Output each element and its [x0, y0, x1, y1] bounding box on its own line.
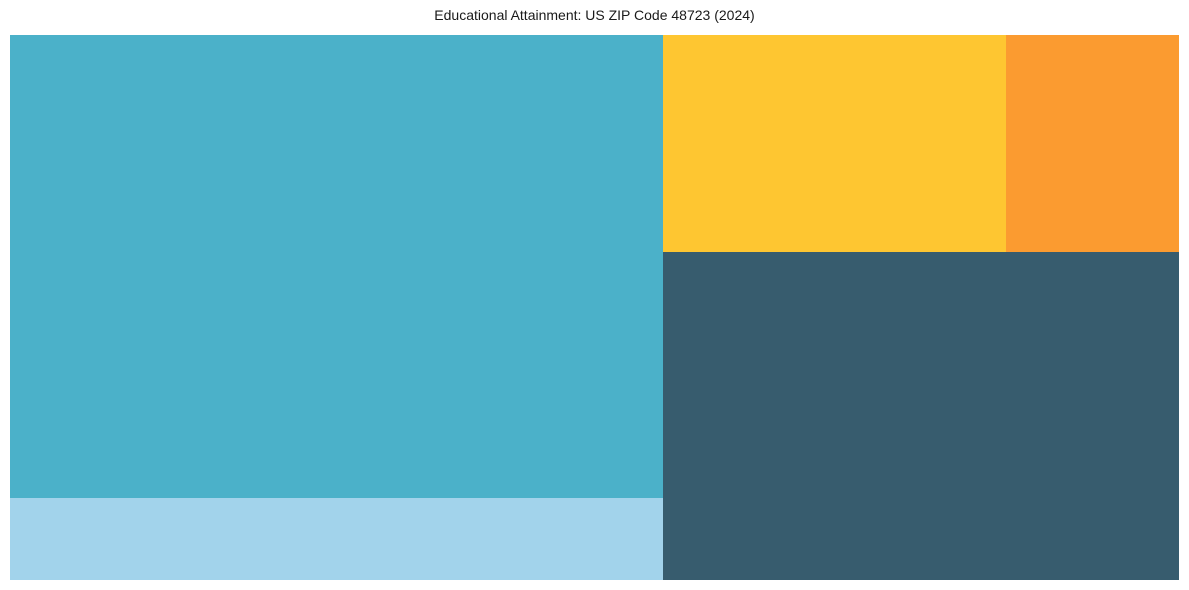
treemap-tile-graduate-or-professional-degree[interactable]: Graduate or professional degree — [1006, 35, 1179, 252]
treemap-tile-high-school-graduate[interactable]: High school graduate — [10, 35, 663, 498]
treemap-tile-bachelors-degree[interactable]: Bachelor's degree — [663, 35, 1006, 252]
treemap-plot-area: High school graduate Some college, no de… — [10, 35, 1179, 580]
treemap-tile-some-college-no-degree[interactable]: Some college, no degree — [663, 252, 1179, 580]
chart-title: Educational Attainment: US ZIP Code 4872… — [434, 7, 755, 23]
treemap-tile-associates-degree[interactable]: Associate's degree — [10, 498, 663, 580]
